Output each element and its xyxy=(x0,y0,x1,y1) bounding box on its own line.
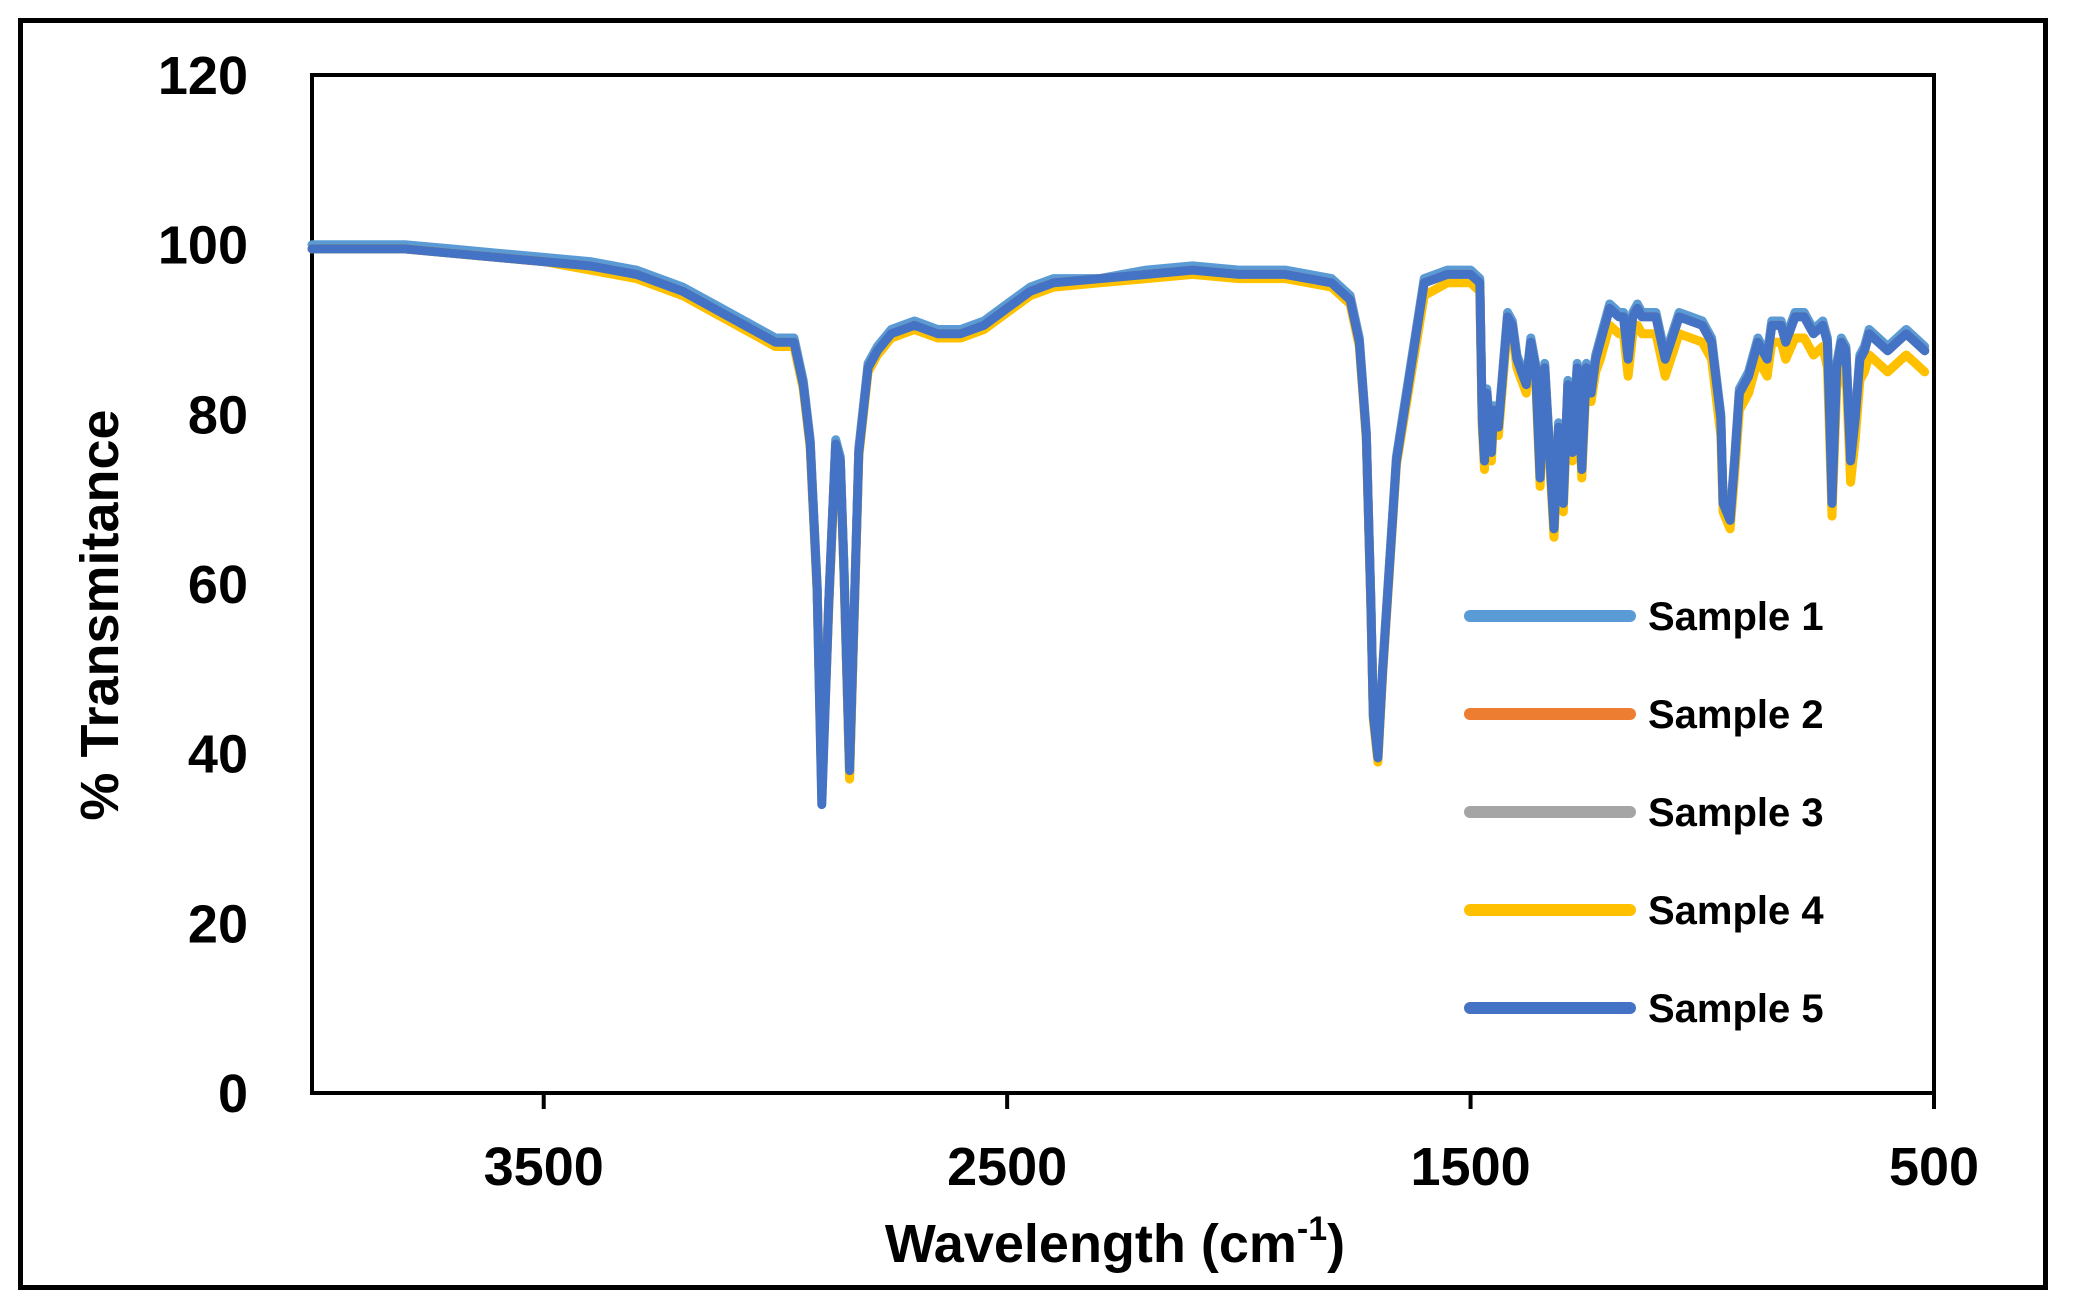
chart-frame xyxy=(18,18,2048,1290)
y-tick-label: 120 xyxy=(158,46,248,106)
x-axis-title-superscript: -1 xyxy=(1297,1210,1327,1248)
legend-label-5: Sample 5 xyxy=(1648,987,1824,1031)
y-tick-label: 40 xyxy=(188,725,248,785)
x-axis-title-suffix: ) xyxy=(1327,1214,1345,1274)
x-tick-label: 1500 xyxy=(1411,1137,1531,1197)
x-axis-title-main: Wavelength (cm xyxy=(885,1214,1297,1274)
x-axis-title: Wavelength (cm-1) xyxy=(885,1210,1345,1274)
plot-area xyxy=(310,73,1936,1095)
y-tick-label: 0 xyxy=(218,1064,248,1124)
y-tick-label: 20 xyxy=(188,894,248,954)
y-axis-title: % Transmitance xyxy=(70,409,130,820)
legend: Sample 1 Sample 2 Sample 3 Sample 4 Sample 5 xyxy=(1464,595,1824,1031)
x-tick-label: 500 xyxy=(1889,1137,1979,1197)
series-line-5 xyxy=(307,244,1930,810)
legend-label-1: Sample 1 xyxy=(1648,595,1824,639)
y-tick-label: 100 xyxy=(158,216,248,276)
x-axis-ticks: 3500 2500 1500 500 xyxy=(484,1093,1979,1197)
series-layer xyxy=(307,240,1930,810)
x-tick-label: 2500 xyxy=(947,1137,1067,1197)
y-tick-label: 60 xyxy=(188,555,248,615)
plot-border xyxy=(310,73,1936,1095)
legend-label-3: Sample 3 xyxy=(1648,791,1824,835)
x-tick-label: 3500 xyxy=(484,1137,604,1197)
legend-label-2: Sample 2 xyxy=(1648,693,1824,737)
y-axis-ticks: 0 20 40 60 80 100 120 xyxy=(158,46,248,1124)
legend-label-4: Sample 4 xyxy=(1648,889,1824,933)
y-tick-label: 80 xyxy=(188,385,248,445)
